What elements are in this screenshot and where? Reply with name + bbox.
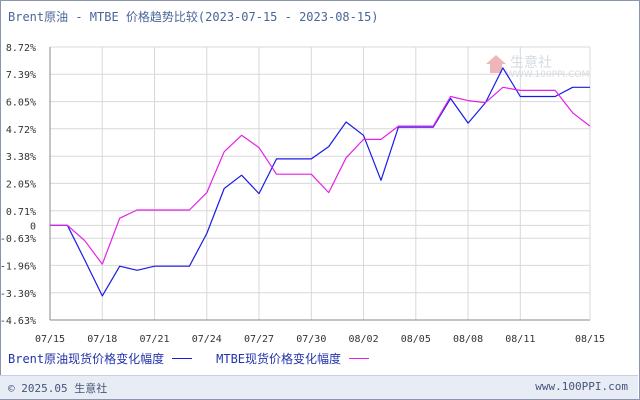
- legend: Brent原油现货价格变化幅度 MTBE现货价格变化幅度: [8, 350, 393, 367]
- legend-swatch-brent: [172, 358, 193, 359]
- x-tick-labels: 07/15 07/18 07/21 07/24 07/27 07/30 08/02 08/05…: [35, 334, 605, 345]
- x-tick-label: 07/21: [139, 334, 169, 345]
- y-tick-label: -0.63%: [0, 234, 36, 245]
- x-tick-label: 07/27: [244, 334, 274, 345]
- y-tick-label: 3.38%: [6, 152, 36, 163]
- site-link[interactable]: www.100PPI.com: [535, 380, 628, 393]
- y-tick-label: 8.72%: [6, 43, 36, 54]
- legend-label-brent: Brent原油现货价格变化幅度: [8, 352, 165, 366]
- y-tick-label: -3.30%: [0, 289, 36, 300]
- legend-label-mtbe: MTBE现货价格变化幅度: [216, 352, 342, 366]
- legend-item-brent: Brent原油现货价格变化幅度: [8, 350, 196, 367]
- y-tick-label: 2.05%: [6, 179, 36, 190]
- x-tick-label: 07/30: [296, 334, 326, 345]
- x-tick-label: 07/24: [192, 334, 222, 345]
- x-tick-label: 08/02: [348, 334, 378, 345]
- y-tick-label: 4.72%: [6, 125, 36, 136]
- x-tick-label: 08/15: [575, 334, 605, 345]
- x-tick-label: 08/05: [401, 334, 431, 345]
- y-tick-label: -4.63%: [0, 316, 36, 327]
- copyright: © 2025.05 生意社: [8, 382, 108, 395]
- series-lines: [50, 67, 591, 297]
- legend-swatch-mtbe: [349, 358, 370, 359]
- x-tick-label: 08/11: [505, 334, 535, 345]
- chart-title: Brent原油 - MTBE 价格趋势比较(2023-07-15 - 2023-…: [8, 10, 379, 24]
- footer: © 2025.05 生意社 www.100PPI.com: [0, 375, 638, 399]
- x-tick-label: 07/18: [87, 334, 117, 345]
- y-tick-labels: 8.72% 7.39% 6.05% 4.72% 3.38% 2.05% 0.71% 0 -0.6…: [0, 43, 36, 327]
- x-tick-label: 08/08: [453, 334, 483, 345]
- series-line-mtbe: [50, 86, 591, 265]
- legend-item-mtbe: MTBE现货价格变化幅度: [216, 350, 373, 367]
- series-line-brent: [50, 67, 590, 297]
- y-tick-label: 0: [30, 221, 36, 232]
- y-tick-label: -1.96%: [0, 261, 36, 272]
- y-tick-label: 6.05%: [6, 98, 36, 109]
- axes: [49, 47, 591, 321]
- x-tick-label: 07/15: [35, 334, 65, 345]
- y-tick-label: 0.71%: [6, 207, 36, 218]
- y-tick-label: 7.39%: [6, 70, 36, 81]
